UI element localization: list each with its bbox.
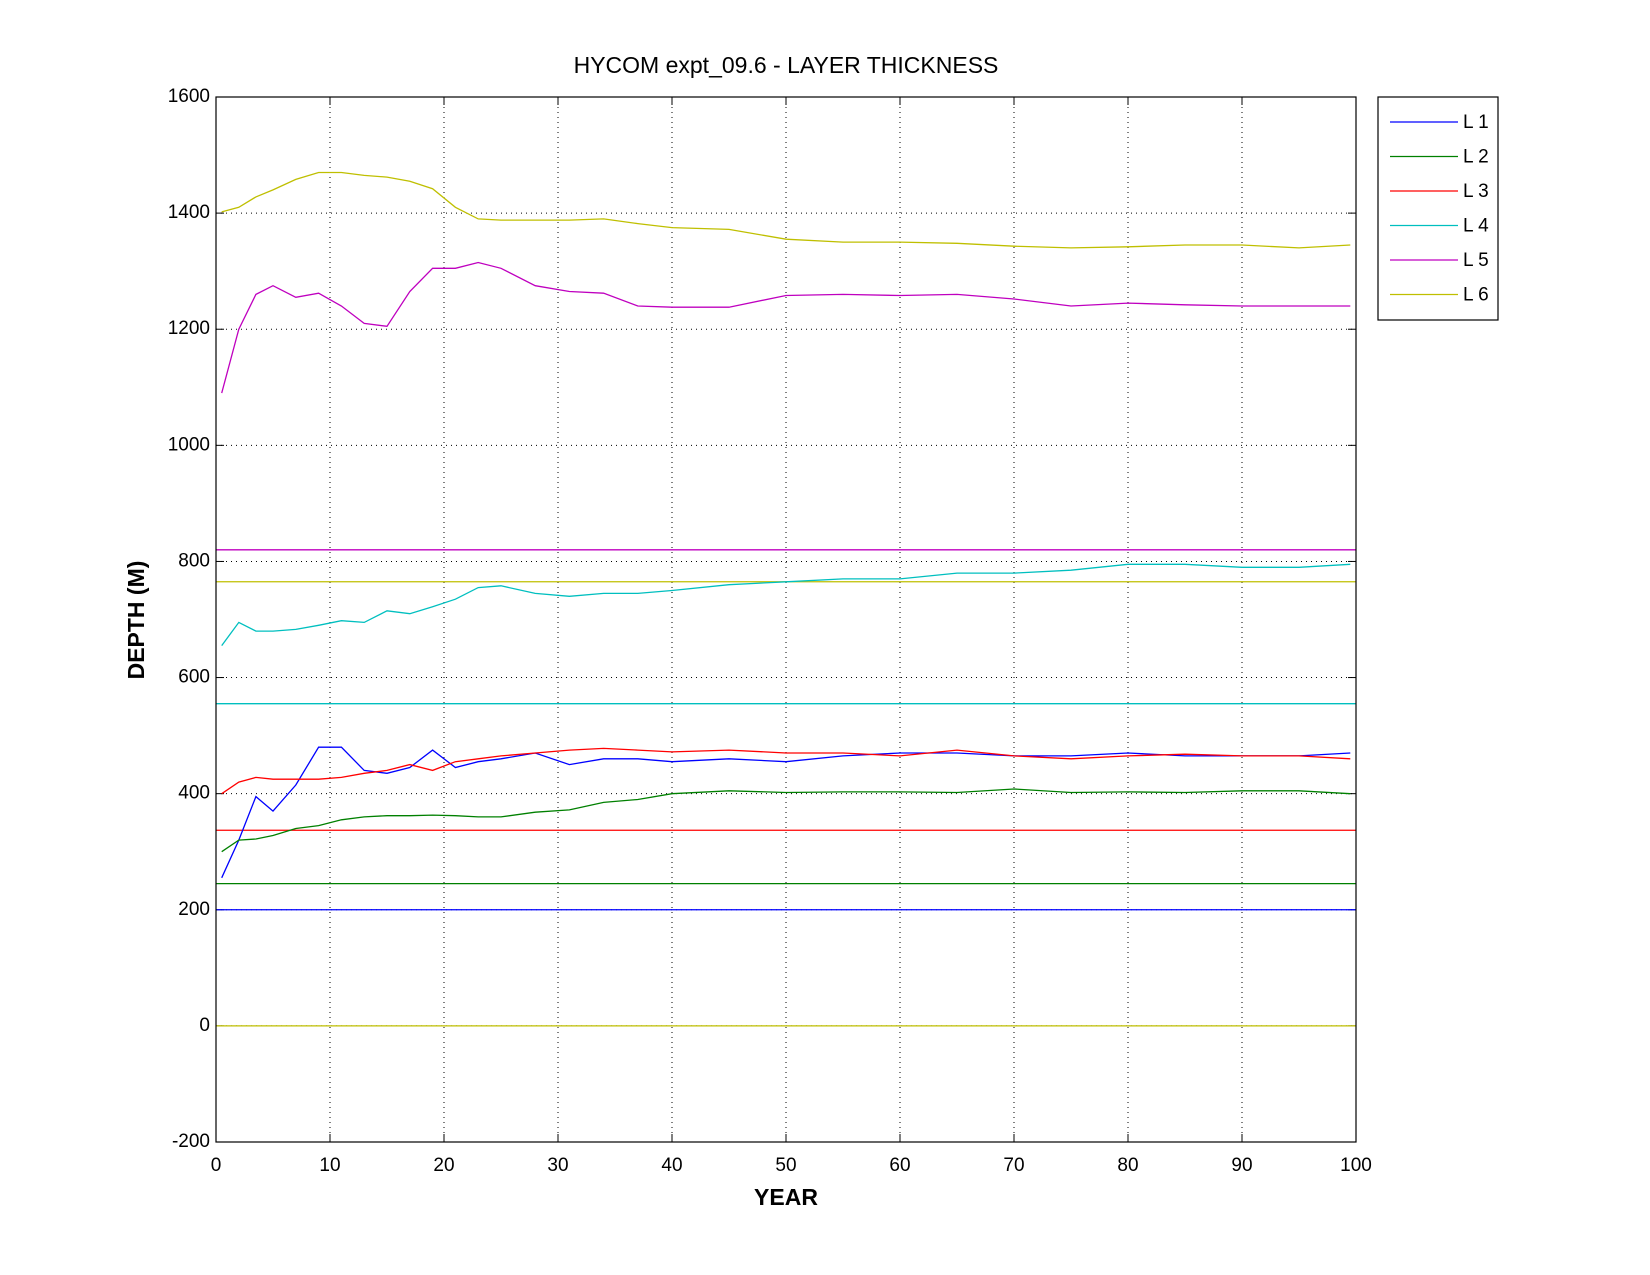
x-axis-label: YEAR: [754, 1184, 818, 1210]
y-tick-label: -200: [172, 1131, 210, 1152]
legend-label: L 1: [1463, 112, 1489, 133]
x-tick-label: 50: [775, 1155, 796, 1176]
y-tick-label: 400: [178, 783, 210, 804]
series-line: [221, 788, 1351, 853]
series-line: [221, 746, 1351, 879]
legend-label: L 5: [1463, 250, 1489, 271]
y-tick-label: 1400: [168, 202, 210, 223]
series-line: [221, 171, 1351, 249]
legend-label: L 6: [1463, 285, 1489, 306]
x-tick-label: 40: [661, 1155, 682, 1176]
series-line: [221, 563, 1351, 646]
x-tick-label: 0: [211, 1155, 222, 1176]
y-tick-label: 200: [178, 899, 210, 920]
y-tick-label: 1000: [168, 434, 210, 455]
y-axis-label: DEPTH (M): [123, 561, 149, 680]
y-tick-label: 1200: [168, 318, 210, 339]
x-tick-label: 80: [1117, 1155, 1138, 1176]
y-tick-label: 800: [178, 550, 210, 571]
legend-label: L 2: [1463, 147, 1489, 168]
plot-frame: [215, 96, 1357, 1143]
legend-label: L 4: [1463, 216, 1489, 237]
x-tick-label: 20: [433, 1155, 454, 1176]
y-tick-label: 1600: [168, 86, 210, 107]
series-line: [221, 747, 1351, 795]
x-tick-label: 90: [1231, 1155, 1252, 1176]
x-tick-label: 100: [1340, 1155, 1372, 1176]
y-tick-label: 600: [178, 667, 210, 688]
legend-box: [1377, 96, 1499, 321]
x-tick-label: 70: [1003, 1155, 1024, 1176]
series-line: [221, 261, 1351, 394]
chart-title: HYCOM expt_09.6 - LAYER THICKNESS: [574, 52, 999, 78]
x-tick-label: 10: [319, 1155, 340, 1176]
x-tick-label: 60: [889, 1155, 910, 1176]
legend-label: L 3: [1463, 181, 1489, 202]
x-tick-label: 30: [547, 1155, 568, 1176]
y-tick-label: 0: [199, 1015, 210, 1036]
